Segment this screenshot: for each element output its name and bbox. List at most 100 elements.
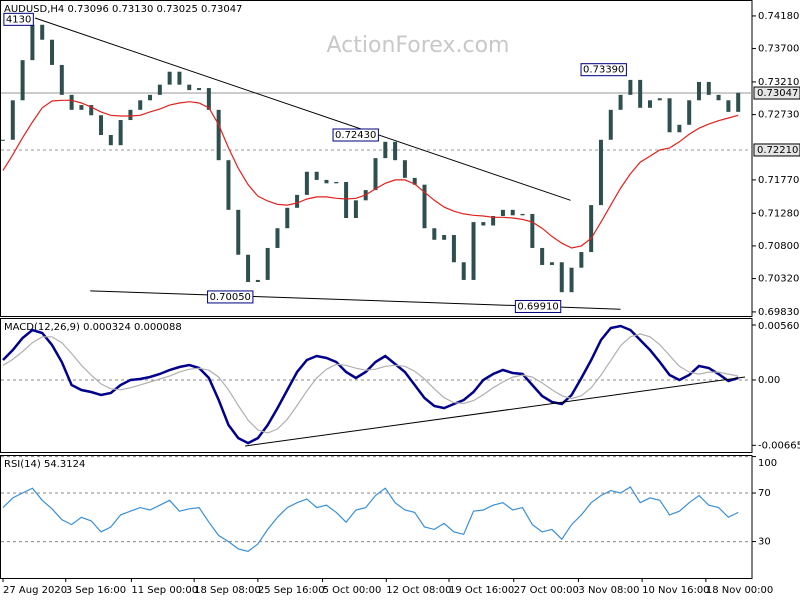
candle <box>569 267 574 293</box>
candle <box>373 158 378 191</box>
annotation-label: 0.69910 <box>517 301 558 312</box>
x-tick-label: 11 Sep 00:00 <box>131 585 198 596</box>
candle <box>157 84 162 95</box>
candle <box>255 279 260 282</box>
candle <box>706 81 711 95</box>
candle <box>304 171 309 195</box>
series-line <box>2 333 739 434</box>
x-tick-label: 25 Sep 16:00 <box>258 585 325 596</box>
x-tick-label: 27 Aug 2020 <box>3 585 67 596</box>
candle <box>608 109 613 140</box>
x-tick-label: 3 Sep 16:00 <box>66 585 126 596</box>
annotation-box <box>580 63 627 77</box>
panel-frame <box>0 455 753 579</box>
panel-title: AUDUSD,H4 0.73096 0.73130 0.73025 0.7304… <box>4 4 242 15</box>
x-tick-label: 12 Oct 08:00 <box>386 585 451 596</box>
candle <box>99 115 104 136</box>
candle <box>677 124 682 133</box>
y-tick-label: 70 <box>758 488 771 499</box>
candle <box>383 141 388 159</box>
y-tick-label: 30 <box>758 537 771 548</box>
candle <box>20 60 25 101</box>
y-tick-label: 0.71770 <box>758 175 799 186</box>
y-tick-label: 0.69830 <box>758 307 799 318</box>
candle <box>206 88 211 110</box>
candle <box>353 200 358 219</box>
candle <box>598 139 603 206</box>
candle <box>559 262 564 293</box>
candle <box>638 79 643 108</box>
y-tick-label: 100 <box>758 458 777 469</box>
candle <box>696 81 701 101</box>
candle <box>89 105 94 116</box>
y-tick-label: 0.73210 <box>758 77 799 88</box>
candle <box>50 39 55 65</box>
x-tick-label: 3 Nov 08:00 <box>578 585 639 596</box>
price-level-label: 0.72210 <box>757 145 798 156</box>
candle <box>138 100 143 110</box>
series-line <box>2 99 739 249</box>
candle <box>540 247 545 265</box>
candle <box>128 109 133 121</box>
y-tick-label: 0.73700 <box>758 44 799 55</box>
candle <box>393 141 398 161</box>
candle <box>412 177 417 185</box>
candle <box>432 228 437 240</box>
candle <box>79 105 84 110</box>
candle <box>491 215 496 226</box>
y-tick-label: -0.006656 <box>758 440 800 451</box>
candle <box>118 120 123 146</box>
candle <box>314 171 319 180</box>
candle <box>589 205 594 253</box>
y-tick-label: 0.72730 <box>758 110 799 121</box>
candle <box>344 181 349 219</box>
annotation-box <box>332 128 379 142</box>
candle <box>451 235 456 263</box>
candle <box>726 100 731 112</box>
price-level-box <box>753 86 800 100</box>
annotation-label: 0.73390 <box>583 65 624 76</box>
candle <box>148 94 153 101</box>
x-tick-label: 27 Oct 00:00 <box>514 585 579 596</box>
candle <box>461 262 466 280</box>
candle <box>579 252 584 268</box>
candle <box>442 235 447 240</box>
candle <box>226 160 231 210</box>
candle <box>500 209 505 216</box>
candle <box>236 209 241 255</box>
candle <box>197 88 202 91</box>
y-tick-label: 0.74180 <box>758 11 799 22</box>
candle <box>265 247 270 280</box>
candle <box>69 94 74 110</box>
x-tick-label: 19 Oct 16:00 <box>449 585 514 596</box>
panel-frame <box>0 318 753 453</box>
x-tick-label: 18 Sep 08:00 <box>194 585 261 596</box>
candle <box>59 64 64 95</box>
candle <box>246 254 251 282</box>
candle <box>716 94 721 101</box>
candle <box>647 100 652 108</box>
price-level-label: 0.73047 <box>757 88 798 99</box>
x-tick-label: 10 Nov 16:00 <box>642 585 709 596</box>
price-level-box <box>753 143 800 157</box>
candle <box>295 194 300 208</box>
annotation-label: 0.72430 <box>335 130 376 141</box>
candle <box>402 160 407 178</box>
y-tick-label: 0.71280 <box>758 208 799 219</box>
candle <box>167 71 172 85</box>
panel-title: MACD(12,26,9) 0.000324 0.000088 <box>4 322 182 333</box>
candle <box>667 98 672 133</box>
candle <box>510 209 515 216</box>
candle <box>520 213 525 216</box>
watermark: ActionForex.com <box>327 33 510 58</box>
panel-title: RSI(14) 54.3124 <box>4 459 85 470</box>
candle <box>657 98 662 101</box>
candle <box>30 24 35 61</box>
candle <box>736 92 741 112</box>
candle <box>422 184 427 229</box>
annotation-label: 4130 <box>6 14 31 25</box>
x-tick-label: 18 Nov 00:00 <box>706 585 773 596</box>
